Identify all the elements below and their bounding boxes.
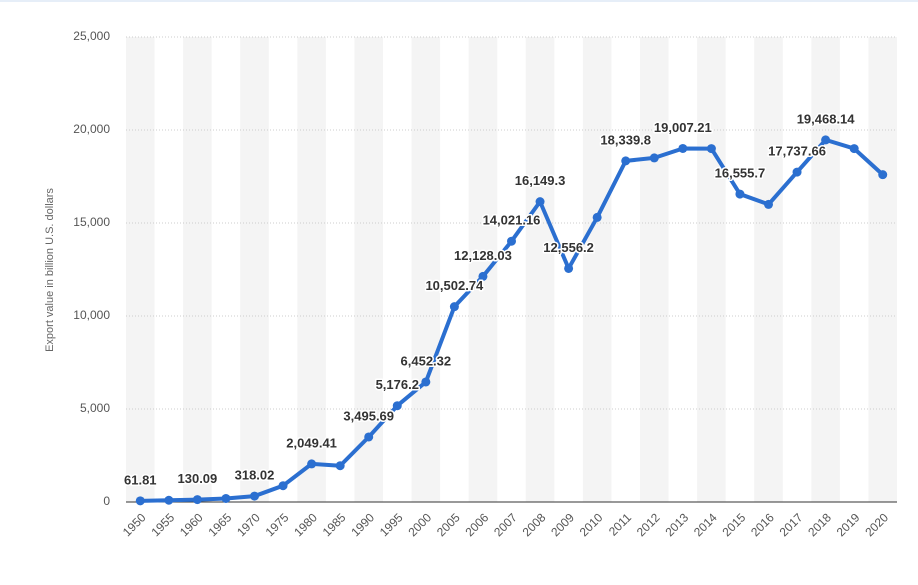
value-label: 5,176.2 — [376, 377, 419, 392]
x-tick-label: 1980 — [291, 510, 320, 539]
band — [183, 37, 212, 502]
band — [126, 37, 155, 502]
x-tick-label: 1960 — [177, 510, 206, 539]
x-tick-label: 1950 — [120, 510, 149, 539]
point — [706, 144, 716, 154]
point — [135, 496, 145, 506]
x-tick-label: 1970 — [234, 510, 263, 539]
point — [792, 167, 802, 177]
point — [192, 495, 202, 505]
x-tick-label: 2017 — [777, 510, 806, 539]
value-label: 318.02 — [235, 468, 275, 483]
point — [250, 491, 259, 501]
band — [697, 37, 726, 502]
value-label: 2,049.41 — [286, 435, 337, 450]
value-label: 19,468.14 — [797, 111, 856, 126]
value-label: 6,452.32 — [401, 353, 452, 368]
point — [335, 461, 345, 471]
y-tick-label: 5,000 — [80, 401, 110, 415]
x-tick-label: 1975 — [263, 510, 292, 539]
point — [621, 156, 631, 166]
x-tick-label: 2008 — [520, 510, 549, 539]
x-tick-label: 1990 — [348, 510, 377, 539]
band — [468, 37, 498, 502]
band — [354, 37, 383, 502]
x-tick-label: 2019 — [834, 510, 863, 539]
point — [849, 144, 859, 154]
band — [754, 37, 783, 502]
y-axis-label: Export value in billion U.S. dollars — [44, 188, 56, 352]
band — [240, 37, 269, 502]
x-tick-label: 2005 — [434, 510, 463, 539]
point — [764, 199, 773, 209]
value-label: 16,149.3 — [515, 173, 566, 188]
x-tick-label: 2020 — [862, 510, 891, 539]
value-label: 12,556.2 — [543, 240, 594, 255]
point — [278, 481, 288, 491]
point — [592, 212, 602, 222]
x-tick-label: 2010 — [577, 510, 606, 539]
point — [535, 197, 545, 207]
value-label: 61.81 — [124, 472, 157, 487]
x-tick-label: 1995 — [377, 510, 406, 539]
point — [364, 432, 374, 442]
x-tick-label: 1965 — [206, 510, 235, 539]
band — [582, 37, 612, 502]
x-tick-label: 2009 — [548, 510, 577, 539]
value-label: 12,128.03 — [454, 248, 512, 263]
top-border — [0, 0, 918, 2]
value-label: 18,339.8 — [600, 132, 651, 147]
point — [878, 170, 888, 180]
point — [307, 459, 317, 469]
band — [640, 37, 669, 502]
x-tick-label: 2007 — [491, 510, 520, 539]
band — [297, 37, 326, 502]
value-label: 14,021.16 — [483, 213, 541, 228]
value-label: 130.09 — [178, 471, 218, 486]
point — [649, 153, 659, 163]
x-tick-label: 1985 — [320, 510, 349, 539]
x-tick-label: 2012 — [634, 510, 663, 539]
band — [525, 37, 555, 502]
point — [392, 401, 402, 411]
point — [735, 189, 745, 199]
x-tick-label: 2000 — [405, 510, 434, 539]
point — [507, 236, 516, 246]
point — [421, 377, 431, 387]
point — [564, 263, 574, 273]
y-tick-label: 20,000 — [73, 122, 110, 136]
point — [449, 302, 459, 312]
y-tick-label: 25,000 — [73, 29, 110, 43]
band — [868, 37, 897, 502]
value-label: 10,502.74 — [425, 278, 484, 293]
point — [678, 143, 688, 153]
x-tick-label: 2014 — [691, 510, 720, 539]
value-label: 16,555.7 — [715, 166, 766, 181]
point — [821, 135, 831, 145]
x-tick-label: 1955 — [148, 510, 177, 539]
x-tick-label: 2018 — [805, 510, 834, 539]
x-tick-label: 2016 — [748, 510, 777, 539]
y-tick-label: 0 — [103, 494, 110, 508]
band — [811, 37, 840, 502]
point — [478, 271, 488, 281]
value-label: 19,007.21 — [654, 120, 712, 135]
x-tick-label: 2006 — [463, 510, 492, 539]
x-tick-label: 2011 — [606, 510, 634, 538]
band — [411, 37, 441, 502]
point — [221, 493, 231, 503]
x-tick-label: 2015 — [720, 510, 749, 539]
value-label: 17,737.66 — [768, 144, 826, 159]
y-tick-label: 15,000 — [73, 215, 110, 229]
point — [164, 495, 174, 505]
value-label: 3,495.69 — [343, 408, 394, 423]
x-tick-label: 2013 — [662, 510, 691, 539]
y-tick-label: 10,000 — [73, 308, 110, 322]
